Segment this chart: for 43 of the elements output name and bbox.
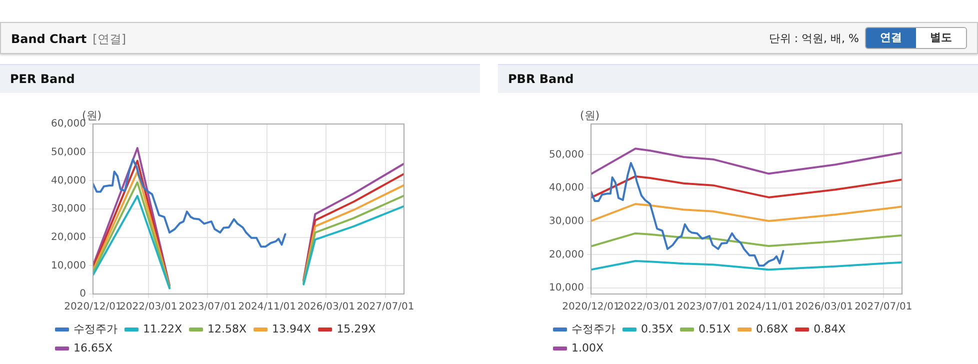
text: 단위 : 억원, 배, % xyxy=(768,30,859,46)
legend-label: 0.84X xyxy=(814,322,846,336)
x-tick-label: 2022/03/01 xyxy=(618,302,676,313)
x-tick-label: 2026/03/01 xyxy=(297,302,355,313)
y-tick-label: 30,000 xyxy=(50,204,86,215)
y-tick-label: 40,000 xyxy=(50,175,86,186)
x-tick-label: 2022/03/01 xyxy=(120,302,178,313)
legend-label: 0.51X xyxy=(698,322,732,336)
x-tick-label: 2020/12/01 xyxy=(562,302,620,313)
y-tick-label: 10,000 xyxy=(548,282,584,294)
y-tick-label: 10,000 xyxy=(50,260,86,272)
legend-label: 1.00X xyxy=(572,341,604,354)
y-tick-label: 20,000 xyxy=(548,249,584,260)
x-tick-label: 2027/07/01 xyxy=(854,302,912,313)
y-tick-label: 50,000 xyxy=(548,149,584,160)
y-tick-label: 20,000 xyxy=(50,232,86,243)
x-tick-label: 2023/07/01 xyxy=(676,302,734,313)
legend-label: 11.22X xyxy=(143,322,182,336)
legend-label: 수정주가 xyxy=(572,322,616,336)
legend-label: 13.94X xyxy=(272,322,312,336)
x-tick-label: 2027/07/01 xyxy=(356,302,414,313)
chart-title: PBR Band xyxy=(498,64,978,93)
text: Band Chart xyxy=(11,32,87,46)
y-tick-label: 50,000 xyxy=(50,146,86,158)
text: 별도 xyxy=(916,28,966,48)
x-tick-label: 2020/12/01 xyxy=(64,302,122,313)
legend-label: 0.68X xyxy=(756,322,789,336)
chart-title: PER Band xyxy=(0,64,480,93)
y-tick-label: 40,000 xyxy=(548,182,584,194)
legend-label: 수정주가 xyxy=(74,322,118,336)
y-tick-label: 0 xyxy=(80,288,86,300)
x-tick-label: 2023/07/01 xyxy=(178,302,236,313)
y-axis-title: (원) xyxy=(580,108,600,123)
x-tick-label: 2024/11/01 xyxy=(736,302,794,313)
y-tick-label: 30,000 xyxy=(548,216,584,227)
text: [연결] xyxy=(92,32,126,46)
x-tick-label: 2024/11/01 xyxy=(238,302,296,313)
x-tick-label: 2026/03/01 xyxy=(795,302,853,313)
legend-label: 16.65X xyxy=(74,341,113,354)
text: 연결 xyxy=(866,28,916,48)
legend-label: 12.58X xyxy=(208,322,248,336)
legend-label: 0.35X xyxy=(641,322,674,336)
legend-label: 15.29X xyxy=(336,322,376,336)
